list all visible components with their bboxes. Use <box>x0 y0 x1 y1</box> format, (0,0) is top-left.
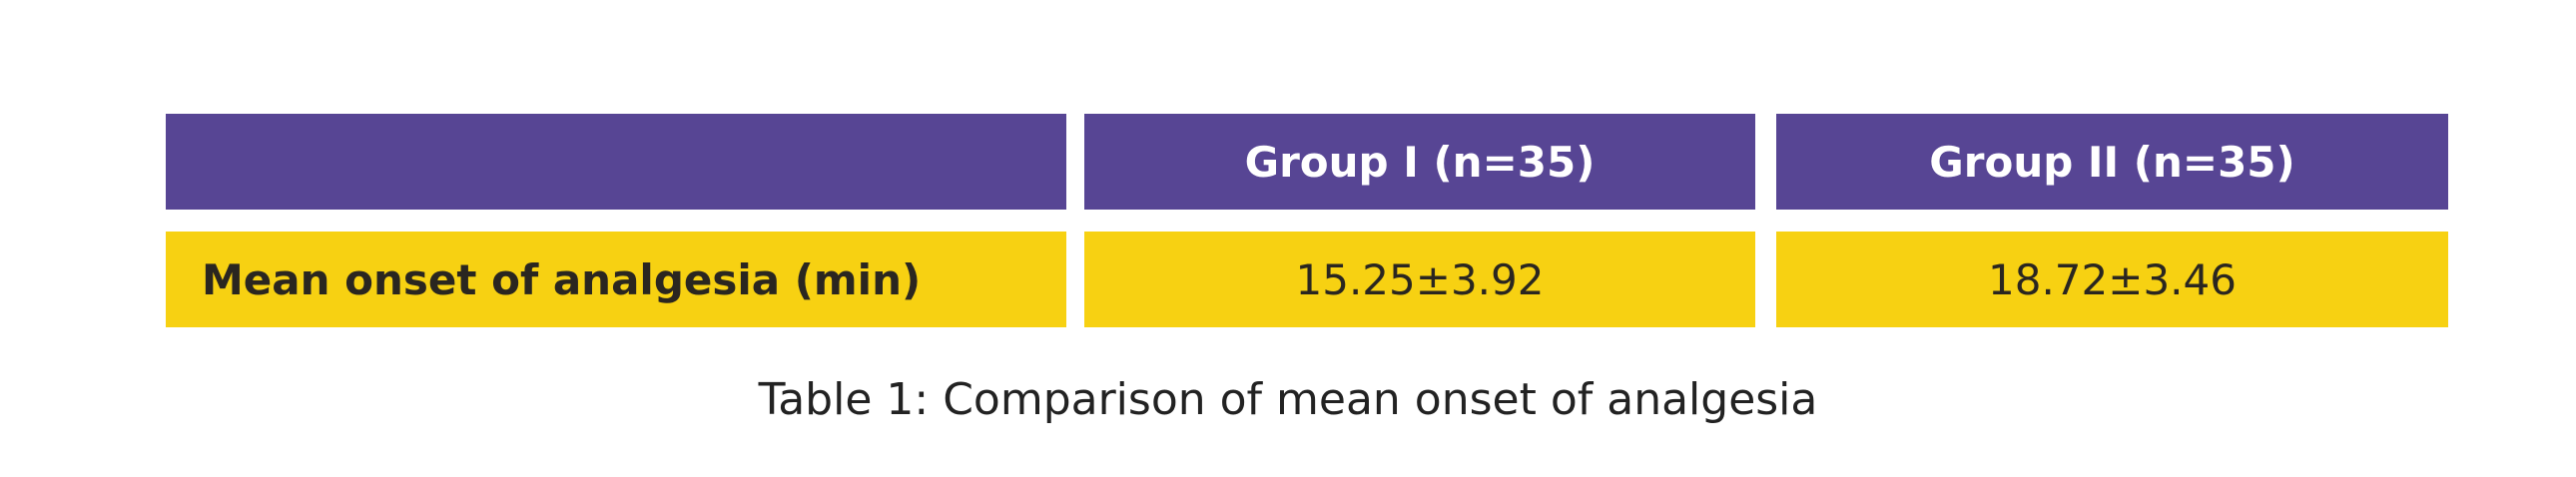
data-cell: 18.72±3.46 <box>1776 232 2448 327</box>
header-blank-cell <box>166 114 1066 210</box>
row-label: Mean onset of analgesia (min) <box>166 232 1066 327</box>
header-cell: Group II (n=35) <box>1776 114 2448 210</box>
header-cell: Group I (n=35) <box>1084 114 1755 210</box>
data-cell: 15.25±3.92 <box>1084 232 1755 327</box>
table-caption: Table 1: Comparison of mean onset of ana… <box>758 374 1818 425</box>
